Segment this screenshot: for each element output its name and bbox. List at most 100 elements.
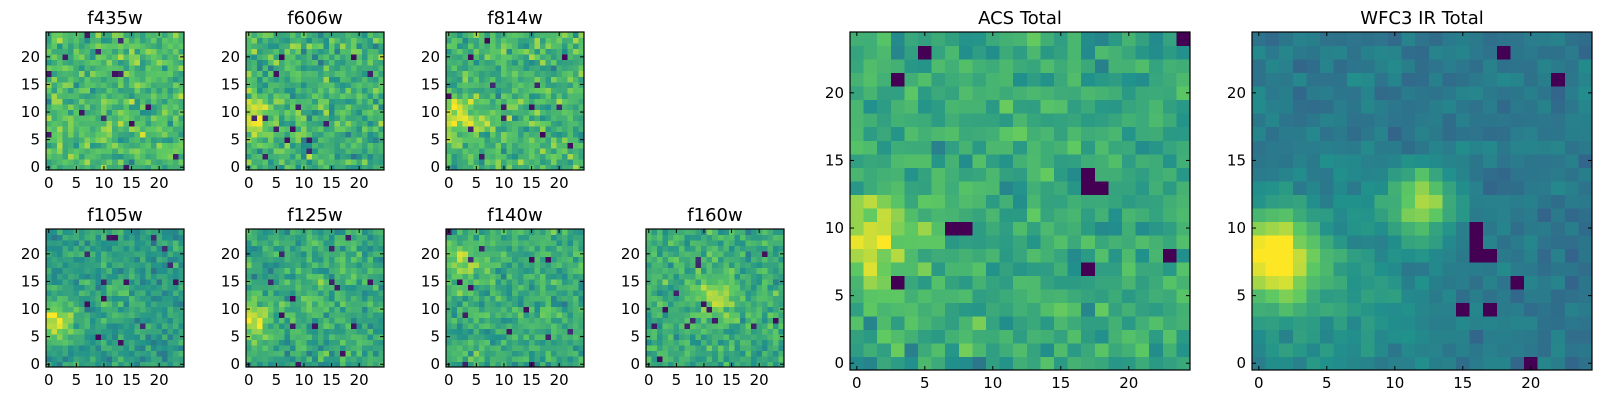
heatmap-cell (350, 81, 357, 88)
heatmap-cell (46, 131, 53, 138)
heatmap-cell (473, 120, 480, 127)
heatmap-cell (79, 98, 86, 105)
heatmap-cell (457, 120, 464, 127)
heatmap-cell (945, 302, 960, 317)
heatmap-cell (556, 131, 563, 138)
heatmap-cell (323, 317, 330, 324)
heatmap-cell (473, 350, 480, 357)
heatmap-cell (145, 76, 152, 83)
heatmap-cell (561, 103, 569, 110)
heatmap-cell (57, 267, 64, 274)
heatmap-cell (73, 278, 80, 285)
heatmap-cell (539, 125, 546, 132)
heatmap-cell (561, 54, 569, 61)
heatmap-cell (446, 120, 453, 127)
heatmap-cell (550, 278, 557, 285)
heatmap-cell (345, 328, 352, 335)
heatmap-cell (345, 87, 352, 94)
heatmap-cell (668, 251, 675, 258)
heatmap-cell (172, 92, 180, 99)
heatmap-cell (728, 262, 735, 269)
heatmap-cell (106, 164, 113, 171)
heatmap-cell (479, 92, 486, 99)
heatmap-cell (73, 81, 80, 88)
heatmap-cell (528, 65, 535, 72)
heatmap-cell (101, 355, 108, 363)
heatmap-cell (523, 234, 530, 241)
heatmap-cell (468, 65, 475, 72)
heatmap-cell (112, 32, 119, 39)
heatmap-cell (1162, 221, 1177, 236)
heatmap-cell (484, 306, 491, 313)
heatmap-cell (999, 315, 1014, 331)
heatmap-cell (178, 240, 185, 247)
heatmap-cell (161, 103, 169, 110)
heatmap-cell (679, 339, 686, 346)
heatmap-cell (756, 350, 763, 357)
heatmap-cell (695, 289, 702, 296)
heatmap-cell (84, 70, 91, 77)
heatmap-cell (106, 120, 113, 127)
heatmap-cell (457, 103, 464, 110)
heatmap-cell (1081, 329, 1096, 344)
heatmap-cell (172, 245, 180, 252)
heatmap-cell (317, 311, 324, 318)
heatmap-cell (734, 284, 741, 291)
heatmap-cell (378, 322, 385, 329)
heatmap-cell (372, 120, 380, 127)
heatmap-cell (578, 142, 585, 149)
heatmap-cell (262, 267, 269, 274)
heatmap-cell (484, 70, 491, 77)
heatmap-cell (145, 142, 152, 149)
heatmap-cell (490, 306, 497, 313)
heatmap-cell (451, 355, 458, 363)
heatmap-cell (479, 81, 486, 88)
heatmap-cell (339, 306, 346, 313)
heatmap-cell (446, 267, 453, 274)
heatmap-cell (317, 333, 324, 340)
heatmap-cell (739, 234, 746, 241)
heatmap-cell (462, 284, 469, 291)
heatmap-cell (345, 109, 352, 116)
heatmap-cell (517, 322, 524, 329)
heatmap-cell (367, 339, 374, 346)
y-tick-label: 0 (30, 158, 40, 176)
heatmap-cell (73, 87, 80, 94)
heatmap-cell (139, 48, 146, 55)
heatmap-cell (578, 98, 585, 105)
heatmap-cell (106, 300, 113, 307)
heatmap-cell (717, 289, 724, 296)
heatmap-cell (112, 328, 119, 335)
heatmap-cell (734, 300, 741, 307)
heatmap-cell (772, 267, 780, 274)
heatmap-cell (495, 267, 502, 274)
heatmap-cell (668, 256, 675, 263)
heatmap-cell (112, 284, 119, 291)
heatmap-cell (79, 229, 86, 236)
heatmap-cell (473, 245, 480, 252)
heatmap-cell (1054, 275, 1069, 290)
heatmap-cell (528, 355, 535, 363)
heatmap-cell (506, 273, 513, 280)
heatmap-cell (561, 158, 569, 166)
heatmap-cell (279, 273, 286, 280)
heatmap-cell (317, 339, 324, 346)
heatmap-cell (273, 59, 280, 66)
heatmap-cell (446, 43, 453, 50)
heatmap-cell (523, 306, 530, 313)
heatmap-cell (84, 344, 91, 352)
heatmap-cell (512, 251, 519, 258)
heatmap-cell (328, 147, 335, 155)
heatmap-cell (528, 103, 535, 110)
heatmap-cell (1040, 234, 1055, 249)
heatmap-cell (372, 234, 380, 241)
heatmap-cell (257, 245, 264, 252)
heatmap-cell (251, 234, 258, 241)
heatmap-cell (273, 350, 280, 357)
heatmap-cell (128, 65, 135, 72)
heatmap-cell (712, 361, 719, 368)
heatmap-cell (506, 339, 513, 346)
heatmap-cell (95, 284, 102, 291)
heatmap-cell (295, 256, 302, 263)
heatmap-cell (1094, 207, 1109, 222)
